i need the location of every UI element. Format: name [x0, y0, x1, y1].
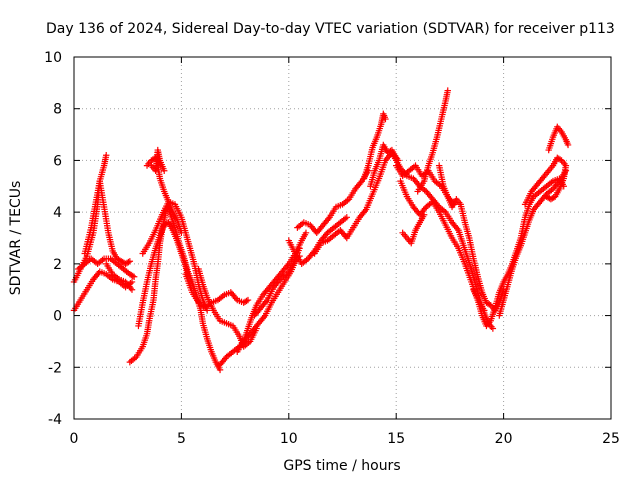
plot-frame [73, 56, 612, 420]
data-point [128, 278, 136, 286]
data-point [178, 229, 185, 237]
data-point [444, 87, 451, 94]
data-point [128, 286, 136, 293]
data-point [126, 258, 134, 265]
data-point [129, 272, 136, 280]
y-tick-label: -2 [48, 360, 62, 376]
x-tick-label: 15 [387, 431, 405, 447]
data-point [161, 167, 168, 174]
y-tick-label: 6 [53, 153, 62, 169]
axis-ticks: 0 5 10 15 20 25 -4 -2 0 2 4 6 8 10 [44, 50, 620, 447]
y-tick-label: 8 [53, 102, 62, 118]
data-point [302, 229, 310, 237]
x-tick-label: 20 [495, 431, 513, 447]
data-point [296, 245, 303, 252]
data-point [125, 258, 132, 266]
data-point [130, 273, 138, 280]
y-tick-label: 10 [44, 50, 62, 66]
x-axis-label: GPS time / hours [283, 458, 400, 474]
data-point [564, 141, 572, 149]
x-tick-label: 0 [70, 431, 79, 447]
y-tick-label: 2 [53, 257, 62, 273]
chart-title: Day 136 of 2024, Sidereal Day-to-day VTE… [46, 21, 615, 37]
data-point [382, 115, 389, 123]
grid-lines [74, 57, 611, 419]
x-tick-label: 10 [280, 431, 298, 447]
data-point [544, 194, 552, 201]
data-point [481, 307, 488, 314]
data-point [543, 193, 550, 200]
x-tick-label: 25 [602, 431, 620, 447]
data-point [420, 211, 428, 218]
y-tick-label: 4 [53, 205, 62, 221]
x-tick-label: 5 [177, 431, 186, 447]
y-axis-label: SDTVAR / TECUs [8, 181, 24, 296]
data-point [243, 297, 250, 305]
data-points [70, 87, 572, 374]
y-tick-label: -4 [48, 412, 62, 428]
data-point [244, 296, 252, 304]
y-tick-label: 0 [53, 309, 62, 325]
data-point [103, 152, 110, 159]
data-point [343, 214, 350, 221]
data-point [489, 325, 497, 332]
